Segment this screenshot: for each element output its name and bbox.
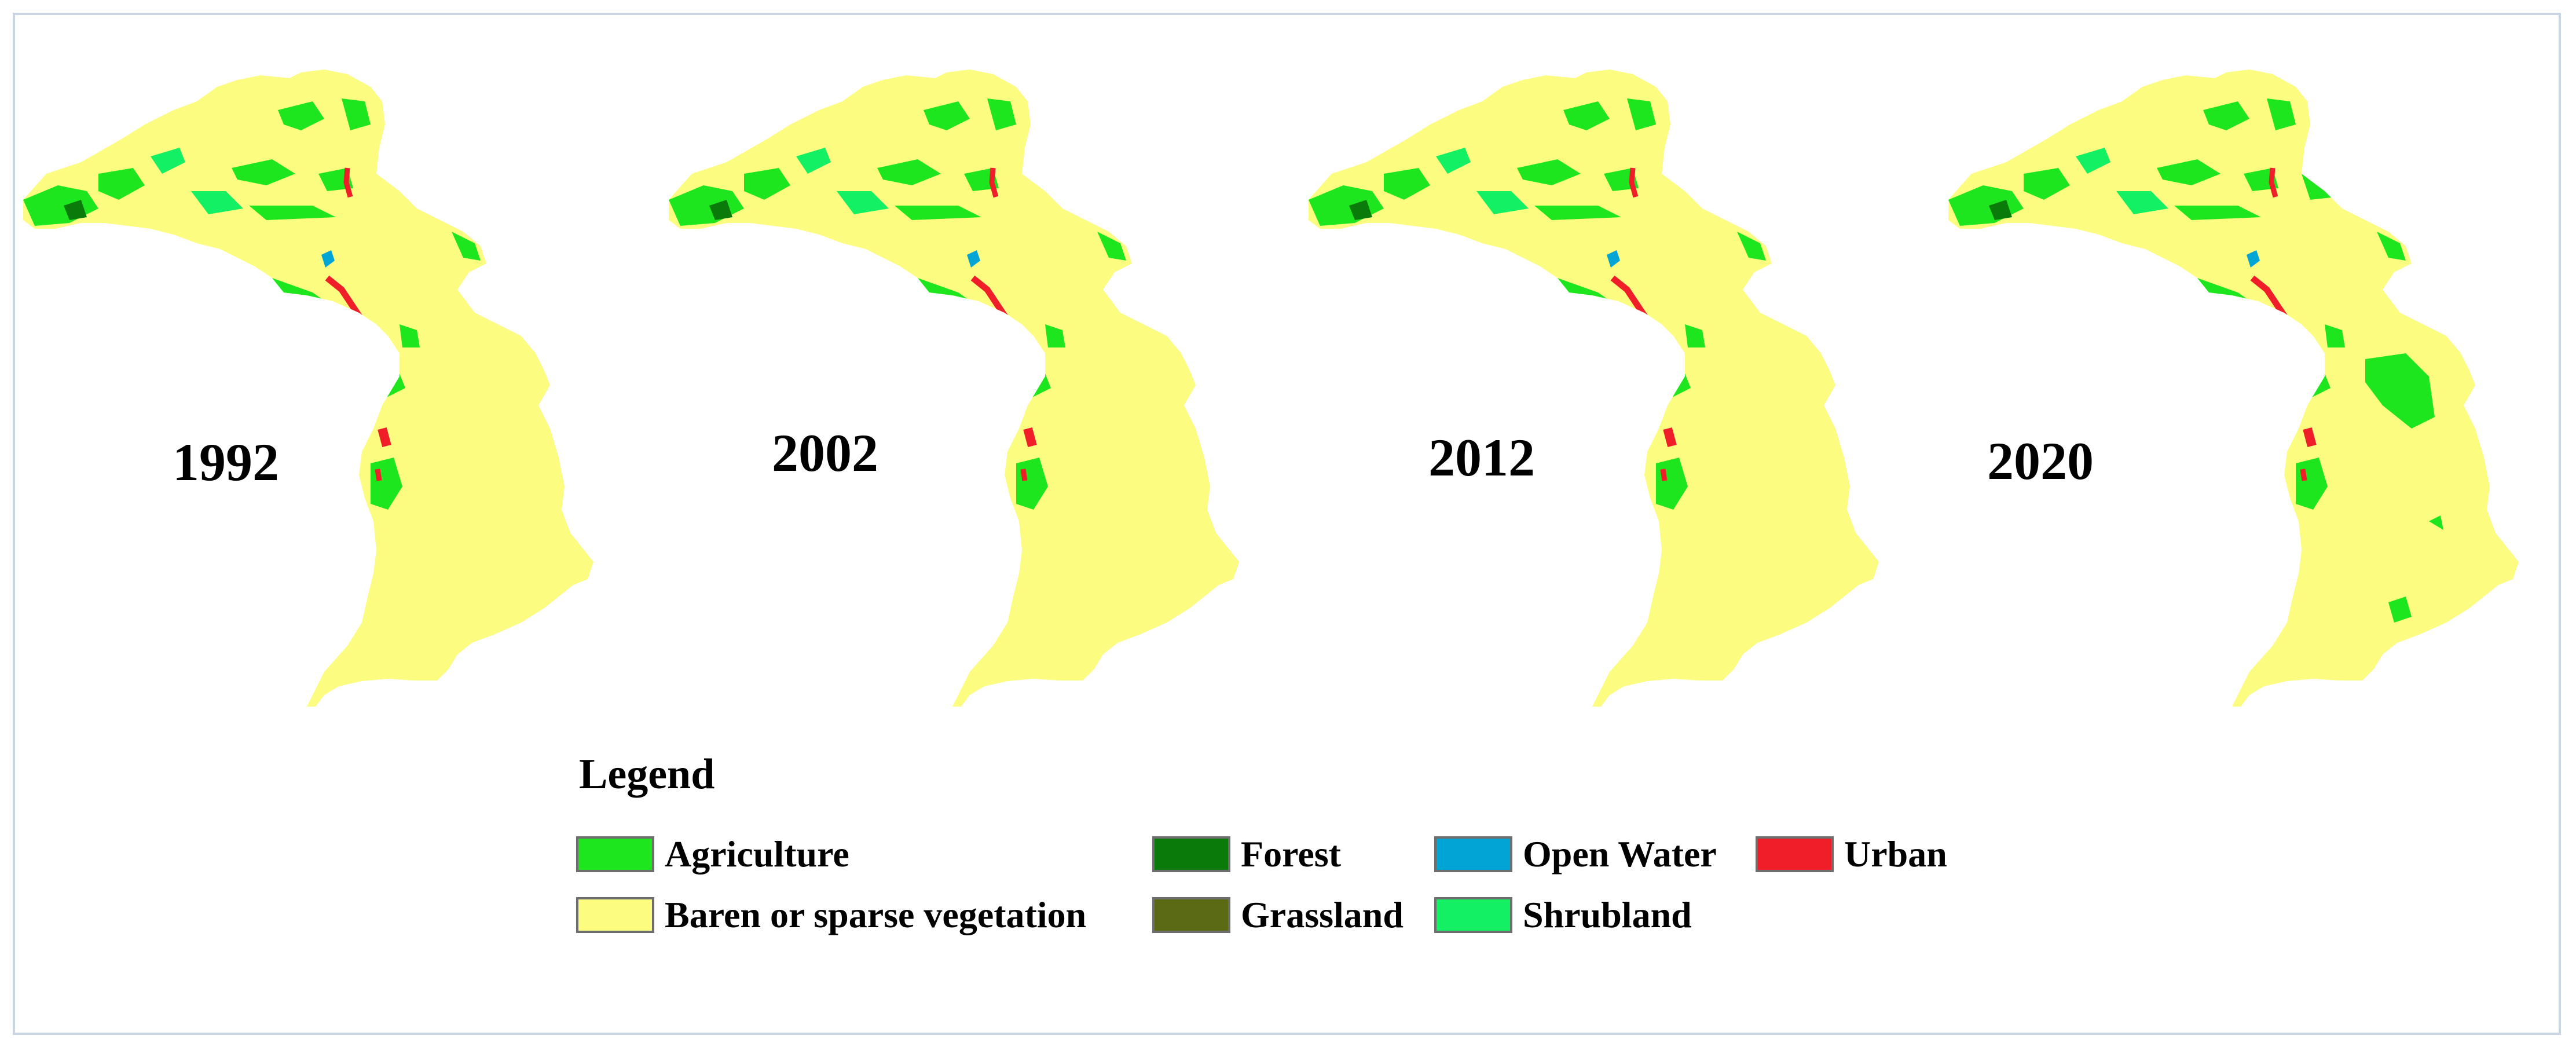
- legend-item-open-water: Open Water: [1434, 834, 1717, 875]
- urban-swatch: [1756, 836, 1834, 872]
- map-1992: [23, 69, 593, 707]
- legend-label: Forest: [1241, 833, 1341, 875]
- year-label-2002: 2002: [772, 423, 878, 482]
- shrubland-swatch: [1434, 897, 1512, 933]
- forest-swatch: [1152, 836, 1230, 872]
- open-water-swatch: [1434, 836, 1512, 872]
- grassland-swatch: [1152, 897, 1230, 933]
- legend-item-urban: Urban: [1756, 834, 1947, 875]
- legend-label: Shrubland: [1523, 894, 1692, 935]
- legend-item-agriculture: Agriculture: [576, 834, 849, 875]
- legend-label: Agriculture: [665, 833, 849, 875]
- year-label-2020: 2020: [1987, 431, 2094, 491]
- legend-item-baren-or-sparse-vegetation: Baren or sparse vegetation: [576, 895, 1086, 935]
- legend-item-forest: Forest: [1152, 834, 1341, 875]
- baren-swatch: [576, 897, 654, 933]
- agriculture-swatch: [576, 836, 654, 872]
- legend-item-grassland: Grassland: [1152, 895, 1404, 935]
- year-label-2012: 2012: [1428, 428, 1535, 487]
- legend-label: Grassland: [1241, 894, 1404, 935]
- map-2002: [669, 69, 1239, 707]
- legend-title: Legend: [579, 751, 715, 798]
- legend-label: Baren or sparse vegetation: [665, 894, 1087, 935]
- legend-label: Urban: [1844, 833, 1947, 875]
- year-label-1992: 1992: [173, 433, 279, 492]
- legend-item-shrubland: Shrubland: [1434, 895, 1692, 935]
- map-2020: [1948, 69, 2519, 707]
- legend-label: Open Water: [1523, 833, 1717, 875]
- map-2012: [1309, 69, 1879, 707]
